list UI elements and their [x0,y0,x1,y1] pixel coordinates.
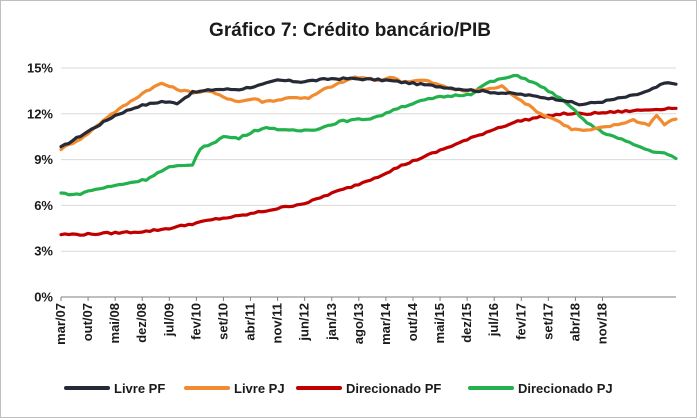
x-tick-label: jan/13 [324,303,339,341]
x-tick-label: mar/14 [378,302,393,345]
x-axis: mar/07 out/07 mai/08 dez/08 jul/09 fev/10 set/… [53,296,676,345]
x-tick-label: dez/08 [134,303,149,343]
x-tick-label: jun/12 [297,303,312,342]
x-tick-label: fev/10 [188,303,203,340]
x-tick-label: fev/17 [513,303,528,340]
x-tick-label: jul/16 [486,303,501,337]
y-tick-label: 12% [27,106,53,121]
x-tick-label: set/17 [540,303,555,340]
y-tick-label: 15% [27,61,53,76]
x-tick-label: out/07 [80,303,95,341]
x-tick-label: nov/11 [270,303,285,343]
chart-title: Gráfico 7: Crédito bancário/PIB [209,20,491,41]
x-tick-label: abr/11 [243,303,258,341]
x-tick-label: ago/13 [351,303,366,344]
series-line-direcionado-pf [59,106,678,237]
x-tick-label: abr/18 [567,303,582,341]
x-tick-label: mai/08 [107,303,122,343]
x-tick-label: out/14 [405,302,420,341]
y-tick-label: 9% [34,152,53,167]
y-tick-label: 3% [34,244,53,259]
x-tick-label: jul/09 [161,303,176,337]
legend: Livre PF Livre PJ Direcionado PF Direcionad… [64,381,613,396]
legend-label: Direcionado PJ [518,381,613,396]
y-tick-label: 0% [34,290,53,305]
x-tick-label: dez/15 [459,303,474,343]
series-line-livre-pf [59,76,678,149]
legend-label: Livre PJ [234,381,285,396]
gridlines [61,67,676,252]
x-tick-label: set/10 [215,303,230,340]
series-line-direcionado-pj [59,73,678,197]
legend-label: Direcionado PF [346,381,441,396]
y-axis: 0% 3% 6% 9% 12% 15% [27,61,53,305]
series-lines [59,73,678,237]
x-tick-label: mai/15 [432,303,447,343]
x-tick-label: mar/07 [53,303,68,345]
x-tick-label: nov/18 [595,303,610,344]
y-tick-label: 6% [34,198,53,213]
legend-label: Livre PF [114,381,165,396]
